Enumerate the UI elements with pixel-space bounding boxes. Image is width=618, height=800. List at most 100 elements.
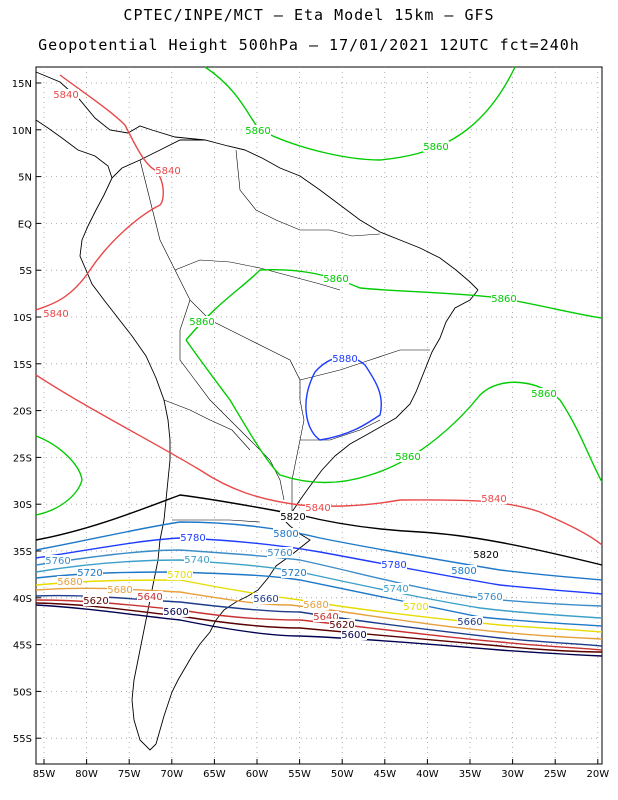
contour-labels: 5860 5860 5860 5860 5860 5860 5860 5880 5840 5840… <box>43 89 557 641</box>
contour-label-bg <box>280 511 306 522</box>
contour-label: 5800 <box>451 566 476 577</box>
contour-label-bg <box>45 555 71 566</box>
contour-label-bg <box>107 584 133 595</box>
contour-label: 5780 <box>381 560 406 571</box>
contour-5800 <box>35 521 603 581</box>
lon-tick-label: 40W <box>416 769 439 780</box>
contour-label: 5860 <box>323 274 348 285</box>
contour-label: 5820 <box>473 550 498 561</box>
height-contours <box>35 66 603 657</box>
lat-tick-label: EQ <box>18 219 32 230</box>
contour-5860 <box>185 268 603 341</box>
contour-5660 <box>35 594 603 647</box>
lat-tick-label: 45S <box>13 641 32 652</box>
map-title: CPTEC/INPE/MCT – Eta Model 15km – GFS <box>123 6 495 24</box>
lon-tick-label: 65W <box>203 769 226 780</box>
contour-label: 5760 <box>477 592 502 603</box>
country-borders <box>139 149 430 523</box>
contour-label: 5780 <box>180 533 205 544</box>
contour-label-bg <box>329 619 355 630</box>
lon-tick-label: 35W <box>459 769 482 780</box>
contour-5620 <box>35 602 603 653</box>
axis-ticks: 85W 80W 75W 70W 65W 60W 55W 50W 45W 40W 35W 30W 25W 2… <box>12 79 609 780</box>
lat-tick-label: 50S <box>13 687 32 698</box>
lat-tick-label: 5N <box>18 173 32 184</box>
contour-label-bg <box>267 547 293 558</box>
gridlines <box>36 67 602 764</box>
contour-label-bg <box>451 565 477 576</box>
contour-label: 5860 <box>491 294 516 305</box>
contour-label: 5720 <box>77 568 102 579</box>
lon-tick-label: 20W <box>586 769 609 780</box>
contour-label: 5760 <box>267 548 292 559</box>
contour-label-bg <box>184 554 210 565</box>
contour-label: 5680 <box>57 577 82 588</box>
contour-label: 5660 <box>253 594 278 605</box>
contour-label: 5860 <box>395 452 420 463</box>
contour-5860 <box>185 339 603 484</box>
contour-label-bg <box>163 606 189 617</box>
lon-tick-label: 45W <box>373 769 396 780</box>
contour-label: 5860 <box>531 389 556 400</box>
contour-label: 5640 <box>313 612 338 623</box>
contour-label: 5840 <box>305 503 330 514</box>
contour-label: 5860 <box>245 126 270 137</box>
lat-tick-label: 10S <box>13 313 32 324</box>
contour-label-bg <box>403 601 429 612</box>
contour-label: 5680 <box>303 600 328 611</box>
lon-tick-label: 70W <box>160 769 183 780</box>
contour-label-bg <box>332 353 358 364</box>
contour-label: 5600 <box>341 630 366 641</box>
lat-tick-label: 25S <box>13 453 32 464</box>
contour-label: 5840 <box>43 309 68 320</box>
contour-label-bg <box>323 273 349 284</box>
contour-label: 5880 <box>332 354 357 365</box>
contour-label: 5600 <box>163 607 188 618</box>
contour-label-bg <box>473 549 499 560</box>
contour-label-bg <box>155 165 181 176</box>
contour-label: 5860 <box>189 317 214 328</box>
contour-5780 <box>35 537 603 595</box>
lon-tick-label: 55W <box>288 769 311 780</box>
lat-tick-label: 15S <box>13 360 32 371</box>
lat-tick-label: 20S <box>13 407 32 418</box>
contour-label-bg <box>53 89 79 100</box>
contour-label-bg <box>341 629 367 640</box>
contour-label: 5620 <box>83 596 108 607</box>
contour-5680 <box>35 587 603 640</box>
contour-label-bg <box>180 532 206 543</box>
contour-label-bg <box>303 599 329 610</box>
contour-label: 5840 <box>53 90 78 101</box>
lon-tick-label: 50W <box>331 769 354 780</box>
contour-label-bg <box>167 569 193 580</box>
contour-label-bg <box>77 567 103 578</box>
contour-label-bg <box>481 493 507 504</box>
contour-label: 5740 <box>184 555 209 566</box>
contour-label-bg <box>253 593 279 604</box>
contour-label-bg <box>477 591 503 602</box>
map-subtitle: Geopotential Height 500hPa – 17/01/2021 … <box>38 36 580 54</box>
contour-5860 <box>35 435 83 516</box>
contour-5880 <box>305 356 382 441</box>
contour-5760 <box>35 549 603 607</box>
contour-label-bg <box>531 388 557 399</box>
contour-5640 <box>35 599 603 651</box>
contour-5720 <box>35 571 603 627</box>
contour-label-bg <box>305 502 331 513</box>
contour-label-bg <box>423 141 449 152</box>
lon-tick-label: 60W <box>246 769 269 780</box>
lat-tick-label: 30S <box>13 500 32 511</box>
contour-label: 5820 <box>280 512 305 523</box>
contour-label-bg <box>273 528 299 539</box>
contour-label: 5660 <box>457 617 482 628</box>
lat-tick-label: 55S <box>13 734 32 745</box>
contour-5700 <box>35 579 603 633</box>
contour-label: 5800 <box>273 529 298 540</box>
lat-tick-label: 40S <box>13 594 32 605</box>
contour-label: 5700 <box>403 602 428 613</box>
contour-label: 5840 <box>481 494 506 505</box>
lon-tick-label: 75W <box>118 769 141 780</box>
contour-label-bg <box>189 316 215 327</box>
contour-label: 5840 <box>155 166 180 177</box>
